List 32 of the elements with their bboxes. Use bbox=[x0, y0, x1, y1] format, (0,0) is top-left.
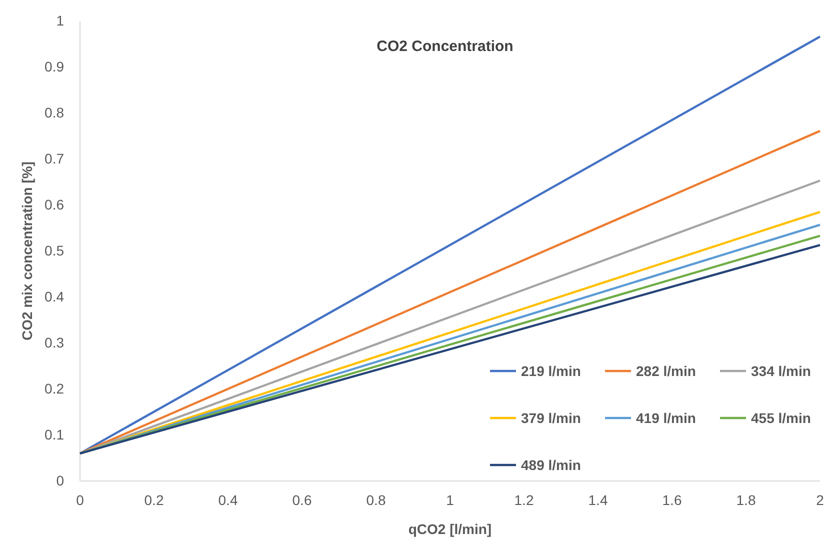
x-tick-label: 0.2 bbox=[144, 492, 164, 508]
text: CO2 Concentration bbox=[376, 38, 514, 55]
y-tick-label: 0.2 bbox=[44, 380, 64, 396]
y-tick-label: 1 bbox=[56, 12, 64, 28]
legend-label: 282 l/min bbox=[636, 363, 696, 379]
x-tick-label: 1.6 bbox=[662, 492, 682, 508]
y-tick-label: 0.1 bbox=[44, 426, 64, 442]
x-tick-label: 1.2 bbox=[514, 492, 534, 508]
x-axis-title: qCO2 [l/min] bbox=[408, 521, 492, 537]
x-tick-label: 0.4 bbox=[218, 492, 238, 508]
x-tick-label: 1.4 bbox=[588, 492, 608, 508]
y-tick-label: 0 bbox=[56, 472, 64, 488]
legend-label: 489 l/min bbox=[521, 457, 581, 473]
y-tick-label: 0.7 bbox=[44, 150, 64, 166]
legend-label: 219 l/min bbox=[521, 363, 581, 379]
y-axis-title: CO2 mix concentration [%] bbox=[19, 162, 35, 340]
x-tick-label: 1.8 bbox=[736, 492, 756, 508]
y-tick-label: 0.4 bbox=[44, 288, 64, 304]
y-tick-label: 0.6 bbox=[44, 196, 64, 212]
x-tick-label: 1 bbox=[446, 492, 454, 508]
x-tick-label: 0.8 bbox=[366, 492, 386, 508]
x-tick-label: 2 bbox=[816, 492, 824, 508]
legend-label: 419 l/min bbox=[636, 410, 696, 426]
y-tick-label: 0.5 bbox=[44, 242, 64, 258]
y-tick-label: 0.9 bbox=[44, 58, 64, 74]
y-tick-label: 0.3 bbox=[44, 334, 64, 350]
legend-label: 379 l/min bbox=[521, 410, 581, 426]
y-tick-label: 0.8 bbox=[44, 104, 64, 120]
x-tick-label: 0.6 bbox=[292, 492, 312, 508]
legend-label: 455 l/min bbox=[751, 410, 811, 426]
legend-label: 334 l/min bbox=[751, 363, 811, 379]
x-tick-label: 0 bbox=[76, 492, 84, 508]
